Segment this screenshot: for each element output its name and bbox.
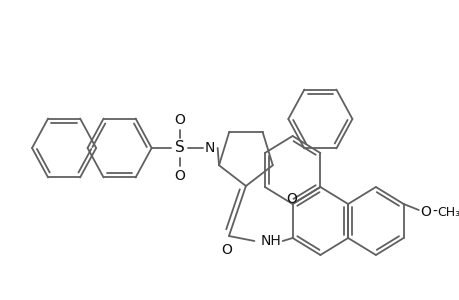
Text: N: N [204, 141, 215, 155]
Text: -: - [431, 205, 436, 219]
Text: O: O [221, 243, 232, 257]
Text: CH₃: CH₃ [437, 206, 459, 218]
Text: S: S [175, 140, 185, 155]
Text: NH: NH [260, 234, 281, 248]
Text: O: O [174, 169, 185, 183]
Text: O: O [285, 192, 296, 206]
Text: O: O [420, 205, 431, 219]
Text: O: O [174, 113, 185, 127]
